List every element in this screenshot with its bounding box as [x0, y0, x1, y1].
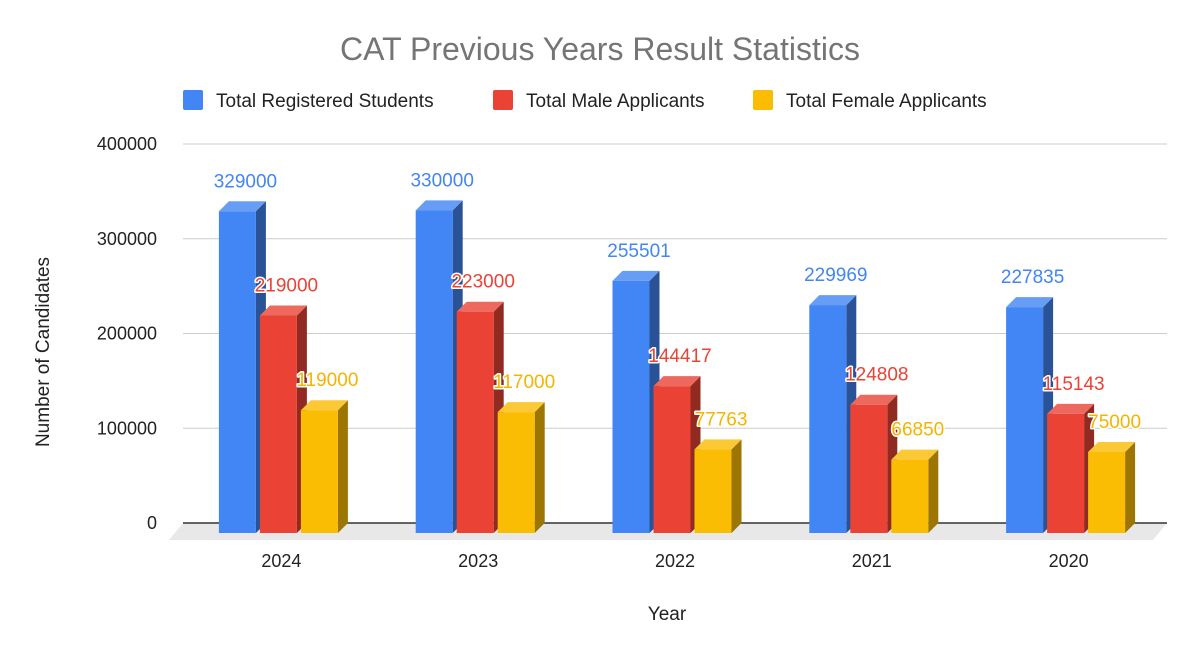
data-label: 119000 — [296, 370, 358, 391]
data-label: 66850 — [891, 420, 944, 441]
bar-2024-1 — [259, 305, 307, 533]
bar-2023-0 — [415, 200, 463, 533]
bar-side — [337, 400, 348, 533]
bar-side — [928, 449, 939, 533]
x-axis-label: Year — [648, 604, 687, 625]
bar-front — [1088, 451, 1126, 533]
bar-top — [850, 394, 898, 405]
data-label: 115143 — [1043, 374, 1105, 395]
bar-top — [694, 439, 742, 450]
chart-title: CAT Previous Years Result Statistics — [340, 31, 860, 67]
bars — [218, 200, 1136, 533]
legend-swatch — [183, 90, 203, 110]
y-axis-label: Number of Candidates — [33, 257, 54, 447]
bar-2023-2 — [497, 402, 545, 533]
bar-2021-0 — [809, 295, 857, 533]
data-label: 75000 — [1088, 412, 1141, 433]
bar-top — [415, 200, 463, 211]
bar-2021-2 — [891, 449, 939, 533]
y-axis: 0 100000 200000 300000 400000 — [97, 134, 157, 533]
bar-front — [850, 404, 888, 533]
bar-front — [415, 210, 453, 533]
bar-2020-1 — [1047, 403, 1095, 533]
bar-2024-0 — [218, 201, 266, 533]
bar-top — [456, 301, 504, 312]
legend-label: Total Female Applicants — [786, 91, 987, 112]
bar-top — [1006, 297, 1054, 308]
legend-item-0: Total Registered Students — [183, 90, 434, 112]
bar-front — [259, 315, 297, 533]
bar-front — [1047, 413, 1085, 533]
bar-front — [1006, 307, 1044, 533]
bar-top — [218, 201, 266, 212]
bar-front — [694, 449, 732, 533]
bar-top — [497, 402, 545, 413]
bar-top — [1047, 403, 1095, 414]
legend-item-1: Total Male Applicants — [493, 90, 705, 112]
bar-2020-0 — [1006, 297, 1054, 533]
bar-side — [1125, 441, 1136, 533]
y-tick-label: 300000 — [97, 229, 157, 249]
legend-label: Total Male Applicants — [526, 91, 705, 112]
bar-top — [300, 400, 348, 411]
y-tick-label: 100000 — [97, 418, 157, 438]
data-label: 229969 — [804, 265, 867, 286]
bar-top — [259, 305, 307, 316]
x-tick-label: 2024 — [261, 551, 301, 571]
bar-2021-1 — [850, 394, 898, 533]
data-labels: 329000 219000 119000 330000 223000 117000 2555… — [212, 169, 1142, 442]
bar-front — [456, 311, 494, 533]
legend-label: Total Registered Students — [216, 91, 434, 112]
legend-swatch — [753, 90, 773, 110]
bar-side — [534, 402, 545, 533]
bar-front — [497, 412, 535, 533]
data-label: 255501 — [607, 241, 670, 262]
bar-front — [653, 386, 691, 533]
bar-2022-1 — [653, 376, 701, 533]
bar-front — [218, 211, 256, 533]
bar-front — [300, 410, 338, 533]
legend: Total Registered Students Total Male Appl… — [183, 90, 987, 112]
bar-side — [731, 439, 742, 533]
x-tick-label: 2022 — [655, 551, 695, 571]
x-tick-label: 2023 — [458, 551, 498, 571]
bar-front — [891, 459, 929, 533]
bar-2023-1 — [456, 301, 504, 533]
data-label: 227835 — [1001, 267, 1064, 288]
bar-top — [891, 449, 939, 460]
bar-2022-0 — [612, 270, 660, 533]
data-label: 124808 — [845, 365, 908, 386]
data-label: 329000 — [214, 171, 277, 192]
bar-2020-2 — [1088, 441, 1136, 533]
x-tick-label: 2020 — [1049, 551, 1089, 571]
bar-2024-2 — [300, 400, 348, 533]
bar-2022-2 — [694, 439, 742, 533]
bar-front — [612, 280, 650, 533]
data-label: 77763 — [695, 409, 748, 430]
data-label: 144417 — [648, 346, 711, 367]
y-tick-label: 400000 — [97, 134, 157, 154]
bar-front — [809, 305, 847, 533]
y-tick-label: 200000 — [97, 324, 157, 344]
x-axis: 2024 2023 2022 2021 2020 — [261, 551, 1088, 571]
bar-top — [653, 376, 701, 387]
data-label: 117000 — [493, 372, 555, 393]
legend-item-2: Total Female Applicants — [753, 90, 987, 112]
legend-swatch — [493, 90, 513, 110]
data-label: 219000 — [255, 275, 318, 296]
x-tick-label: 2021 — [852, 551, 892, 571]
bar-top — [809, 295, 857, 306]
data-label: 330000 — [410, 170, 473, 191]
bar-top — [1088, 441, 1136, 452]
bar-top — [612, 270, 660, 281]
data-label: 223000 — [451, 272, 514, 293]
y-tick-label: 0 — [147, 513, 157, 533]
